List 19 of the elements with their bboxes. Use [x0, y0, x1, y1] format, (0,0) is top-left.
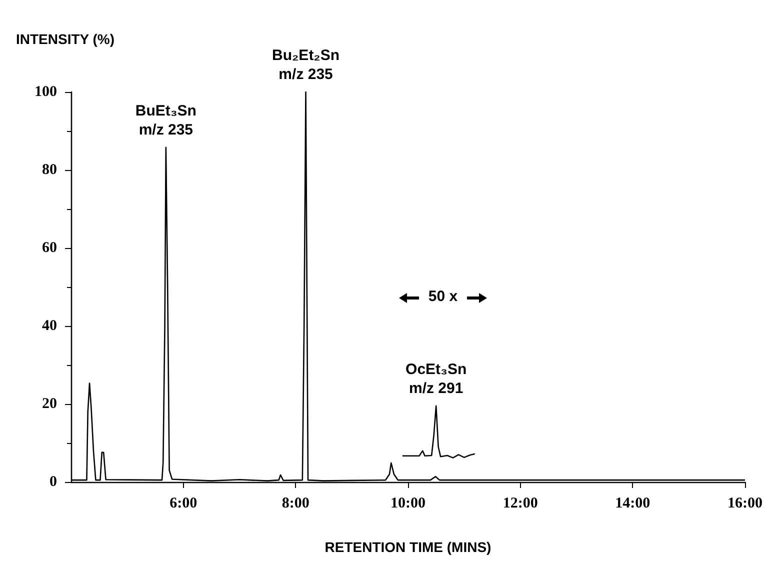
- y-tick-label: 80: [42, 162, 57, 178]
- annotation: 50 x: [428, 288, 458, 305]
- y-axis-title: INTENSITY (%): [16, 31, 115, 47]
- x-tick-label: 8:00: [282, 496, 310, 512]
- annotation: BuEt₃Sn m/z 235: [135, 102, 196, 138]
- x-tick-label: 12:00: [502, 496, 538, 512]
- x-tick-label: 14:00: [615, 496, 650, 512]
- x-tick-label: 6:00: [170, 496, 198, 512]
- y-tick-label: 0: [50, 474, 57, 490]
- line-series: [402, 405, 476, 458]
- y-tick-label: 40: [42, 318, 57, 334]
- y-tick-label: 60: [42, 240, 57, 256]
- y-tick-label: 20: [42, 396, 57, 412]
- x-tick-label: 10:00: [390, 496, 426, 512]
- x-axis-title: RETENTION TIME (MINS): [324, 539, 492, 555]
- annotation: Bu₂Et₂Sn m/z 235: [272, 47, 340, 83]
- y-tick-label: 100: [34, 84, 57, 100]
- x-tick-label: 16:00: [728, 496, 762, 512]
- annotation: OcEt₃Sn m/z 291: [406, 360, 467, 397]
